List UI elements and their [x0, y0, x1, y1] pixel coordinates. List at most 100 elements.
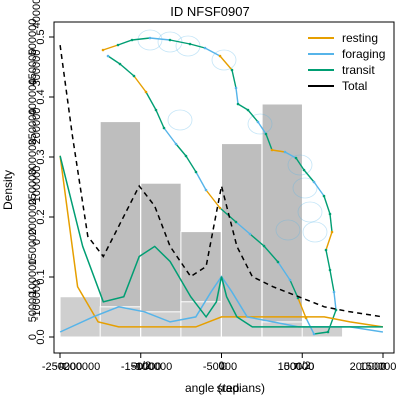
y-tick-label-stack: 400000 — [27, 79, 39, 116]
uncertainty-ellipse — [292, 177, 318, 199]
x-tick-label-lon: 150000 — [360, 361, 397, 373]
x-tick-label-lon: -50000 — [203, 361, 237, 373]
track-segment — [289, 279, 299, 299]
track-point — [184, 154, 188, 158]
series-line-transit — [59, 155, 383, 328]
track-point — [203, 46, 207, 50]
track-segment — [313, 331, 329, 335]
track-point — [234, 86, 238, 90]
track-point — [116, 43, 120, 47]
track-segment — [325, 249, 331, 271]
track-segment — [327, 309, 337, 333]
x-tick-label-lon: 50000 — [284, 361, 315, 373]
histogram-bar-lower — [140, 311, 182, 338]
track-segment — [295, 157, 305, 171]
histogram-bar-upper — [99, 121, 142, 338]
y-tick-label-stack: 150000 — [27, 229, 39, 266]
track-segment — [119, 63, 135, 77]
track-point — [312, 180, 316, 184]
track-segment — [155, 109, 165, 129]
track-point — [174, 142, 178, 146]
track-segment — [235, 221, 251, 235]
track-segment — [247, 109, 259, 123]
legend-label-total: Total — [342, 79, 367, 93]
y-axis-label: Density — [1, 170, 15, 210]
track-point — [322, 194, 326, 198]
track-segment — [107, 55, 121, 65]
plot-frame — [53, 21, 395, 354]
track-point — [234, 220, 238, 224]
y-tick-label-lat: 0 — [31, 239, 43, 245]
track-segment — [133, 75, 147, 93]
axis-ticks: -π -π/2 0 π/2 π -250000 -150000 -50000 50000 1500… — [27, 0, 396, 373]
track-segment — [271, 149, 286, 153]
track-point — [276, 260, 280, 264]
track-point — [148, 36, 152, 40]
y-tick-label-lat: 200000 — [31, 108, 43, 145]
x-tick-label-angle: -π — [54, 360, 66, 372]
y-tick-label-density: 0.2 — [35, 209, 47, 224]
uncertainty-ellipse — [287, 154, 313, 176]
y-tick-label-lat: -100000 — [31, 280, 43, 320]
y-tick-label-density: 0.3 — [35, 149, 47, 164]
track-segment — [284, 151, 297, 159]
x-tick-label-step: -200000 — [60, 361, 100, 373]
track-segment — [102, 44, 119, 51]
track-segment — [205, 189, 221, 209]
y-tick-label-lat: 300000 — [31, 50, 43, 87]
legend-label-transit: transit — [342, 63, 375, 77]
y-tick-label-density: 0.5 — [35, 29, 47, 44]
track-segment — [313, 181, 325, 197]
track-segment — [219, 55, 233, 71]
x-axis-label-angle: angle (radians) — [185, 381, 265, 395]
track-segment — [131, 37, 151, 41]
uncertainty-ellipse — [297, 201, 323, 223]
track-point — [326, 330, 330, 334]
x-tick-label-step: 200000 — [350, 361, 387, 373]
track-map — [101, 29, 338, 336]
x-tick-label-step: 0 — [221, 361, 227, 373]
track-point — [264, 132, 268, 136]
uncertainty-ellipse — [167, 109, 193, 131]
track-point — [270, 148, 274, 152]
track-segment — [297, 297, 307, 319]
y-tick-label-stack: 350000 — [27, 109, 39, 146]
track-segment — [231, 69, 237, 89]
track-point — [218, 206, 222, 210]
track-point — [168, 38, 172, 42]
track-segment — [189, 43, 206, 49]
y-tick-label-lat: 400000 — [31, 0, 43, 28]
y-tick-label-stack: 450000 — [27, 49, 39, 86]
track-point — [162, 126, 166, 130]
legend-label-resting: resting — [342, 31, 378, 45]
y-tick-label-stack: 0 — [27, 334, 39, 340]
y-tick-label-density: 0.4 — [35, 89, 47, 104]
x-tick-label-angle: -π/2 — [131, 360, 151, 372]
track-segment — [329, 269, 335, 293]
x-tick-label-angle: π/2 — [294, 360, 311, 372]
histogram-bar-lower — [301, 326, 344, 338]
track-segment — [145, 91, 157, 111]
track-segment — [185, 155, 197, 173]
uncertainty-ellipse — [302, 221, 328, 243]
density-curves — [59, 44, 384, 333]
y-tick-label-stack: 300000 — [27, 139, 39, 176]
x-tick-label-step: 100000 — [278, 361, 315, 373]
track-segment — [265, 133, 273, 151]
x-tick-label-lon: -150000 — [121, 361, 161, 373]
track-point — [230, 68, 234, 72]
track-point — [144, 90, 148, 94]
track-point — [328, 212, 332, 216]
track-segment — [305, 317, 315, 335]
track-segment — [237, 103, 249, 111]
y-tick-label-lat: 100000 — [31, 166, 43, 203]
track-segment — [263, 245, 279, 263]
x-tick-label-angle: π — [379, 360, 387, 372]
track-segment — [249, 233, 265, 247]
track-segment — [323, 195, 331, 215]
y-tick-label-stack: 200000 — [27, 199, 39, 236]
track-segment — [163, 127, 177, 145]
y-tick-label-stack: 250000 — [27, 169, 39, 206]
legend: resting foraging transit Total — [308, 31, 385, 93]
